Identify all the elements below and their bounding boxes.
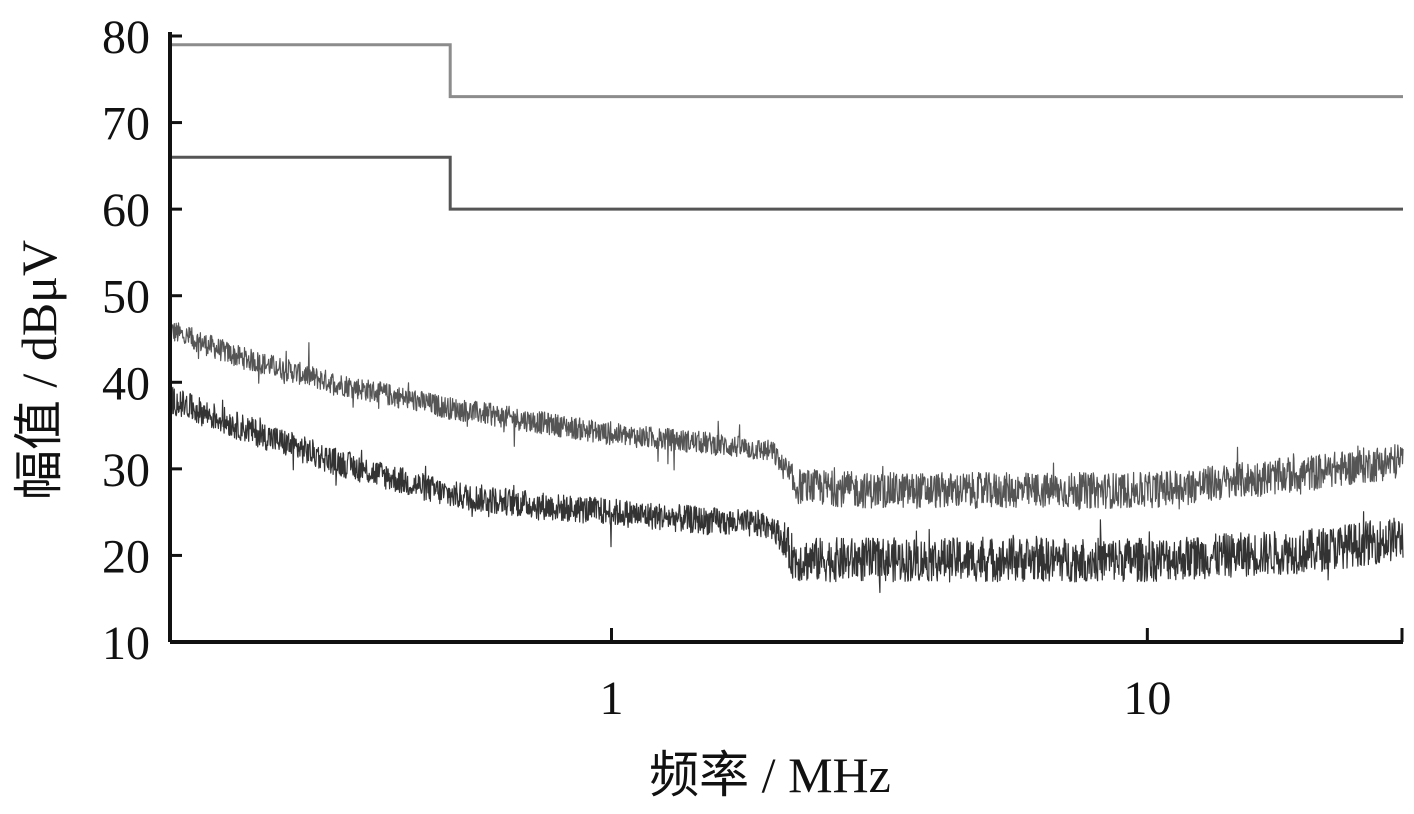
y-tick-label: 70	[102, 98, 150, 151]
y-tick-label: 20	[102, 530, 150, 583]
limit-line-1	[170, 155, 1403, 211]
measurement-trace-3	[169, 386, 1404, 594]
x-axis-title: 频率 / MHz	[649, 747, 891, 803]
x-tick-label: 10	[1123, 672, 1171, 725]
y-tick-label: 50	[102, 271, 150, 324]
x-tick-label: 1	[599, 672, 623, 725]
y-tick-label: 40	[102, 357, 150, 410]
y-tick-label: 30	[102, 444, 150, 497]
y-tick-label: 80	[102, 11, 150, 64]
limit-line-0	[170, 43, 1403, 99]
plot-area	[169, 43, 1404, 594]
y-axis-title: 幅值 / dBμV	[11, 240, 67, 500]
x-axis: 1 10	[170, 628, 1404, 725]
y-axis: 10 20 30 40 50 60 70 80	[102, 11, 182, 670]
y-tick-label: 10	[102, 617, 150, 670]
measurement-trace-2	[169, 322, 1404, 511]
y-tick-label: 60	[102, 184, 150, 237]
